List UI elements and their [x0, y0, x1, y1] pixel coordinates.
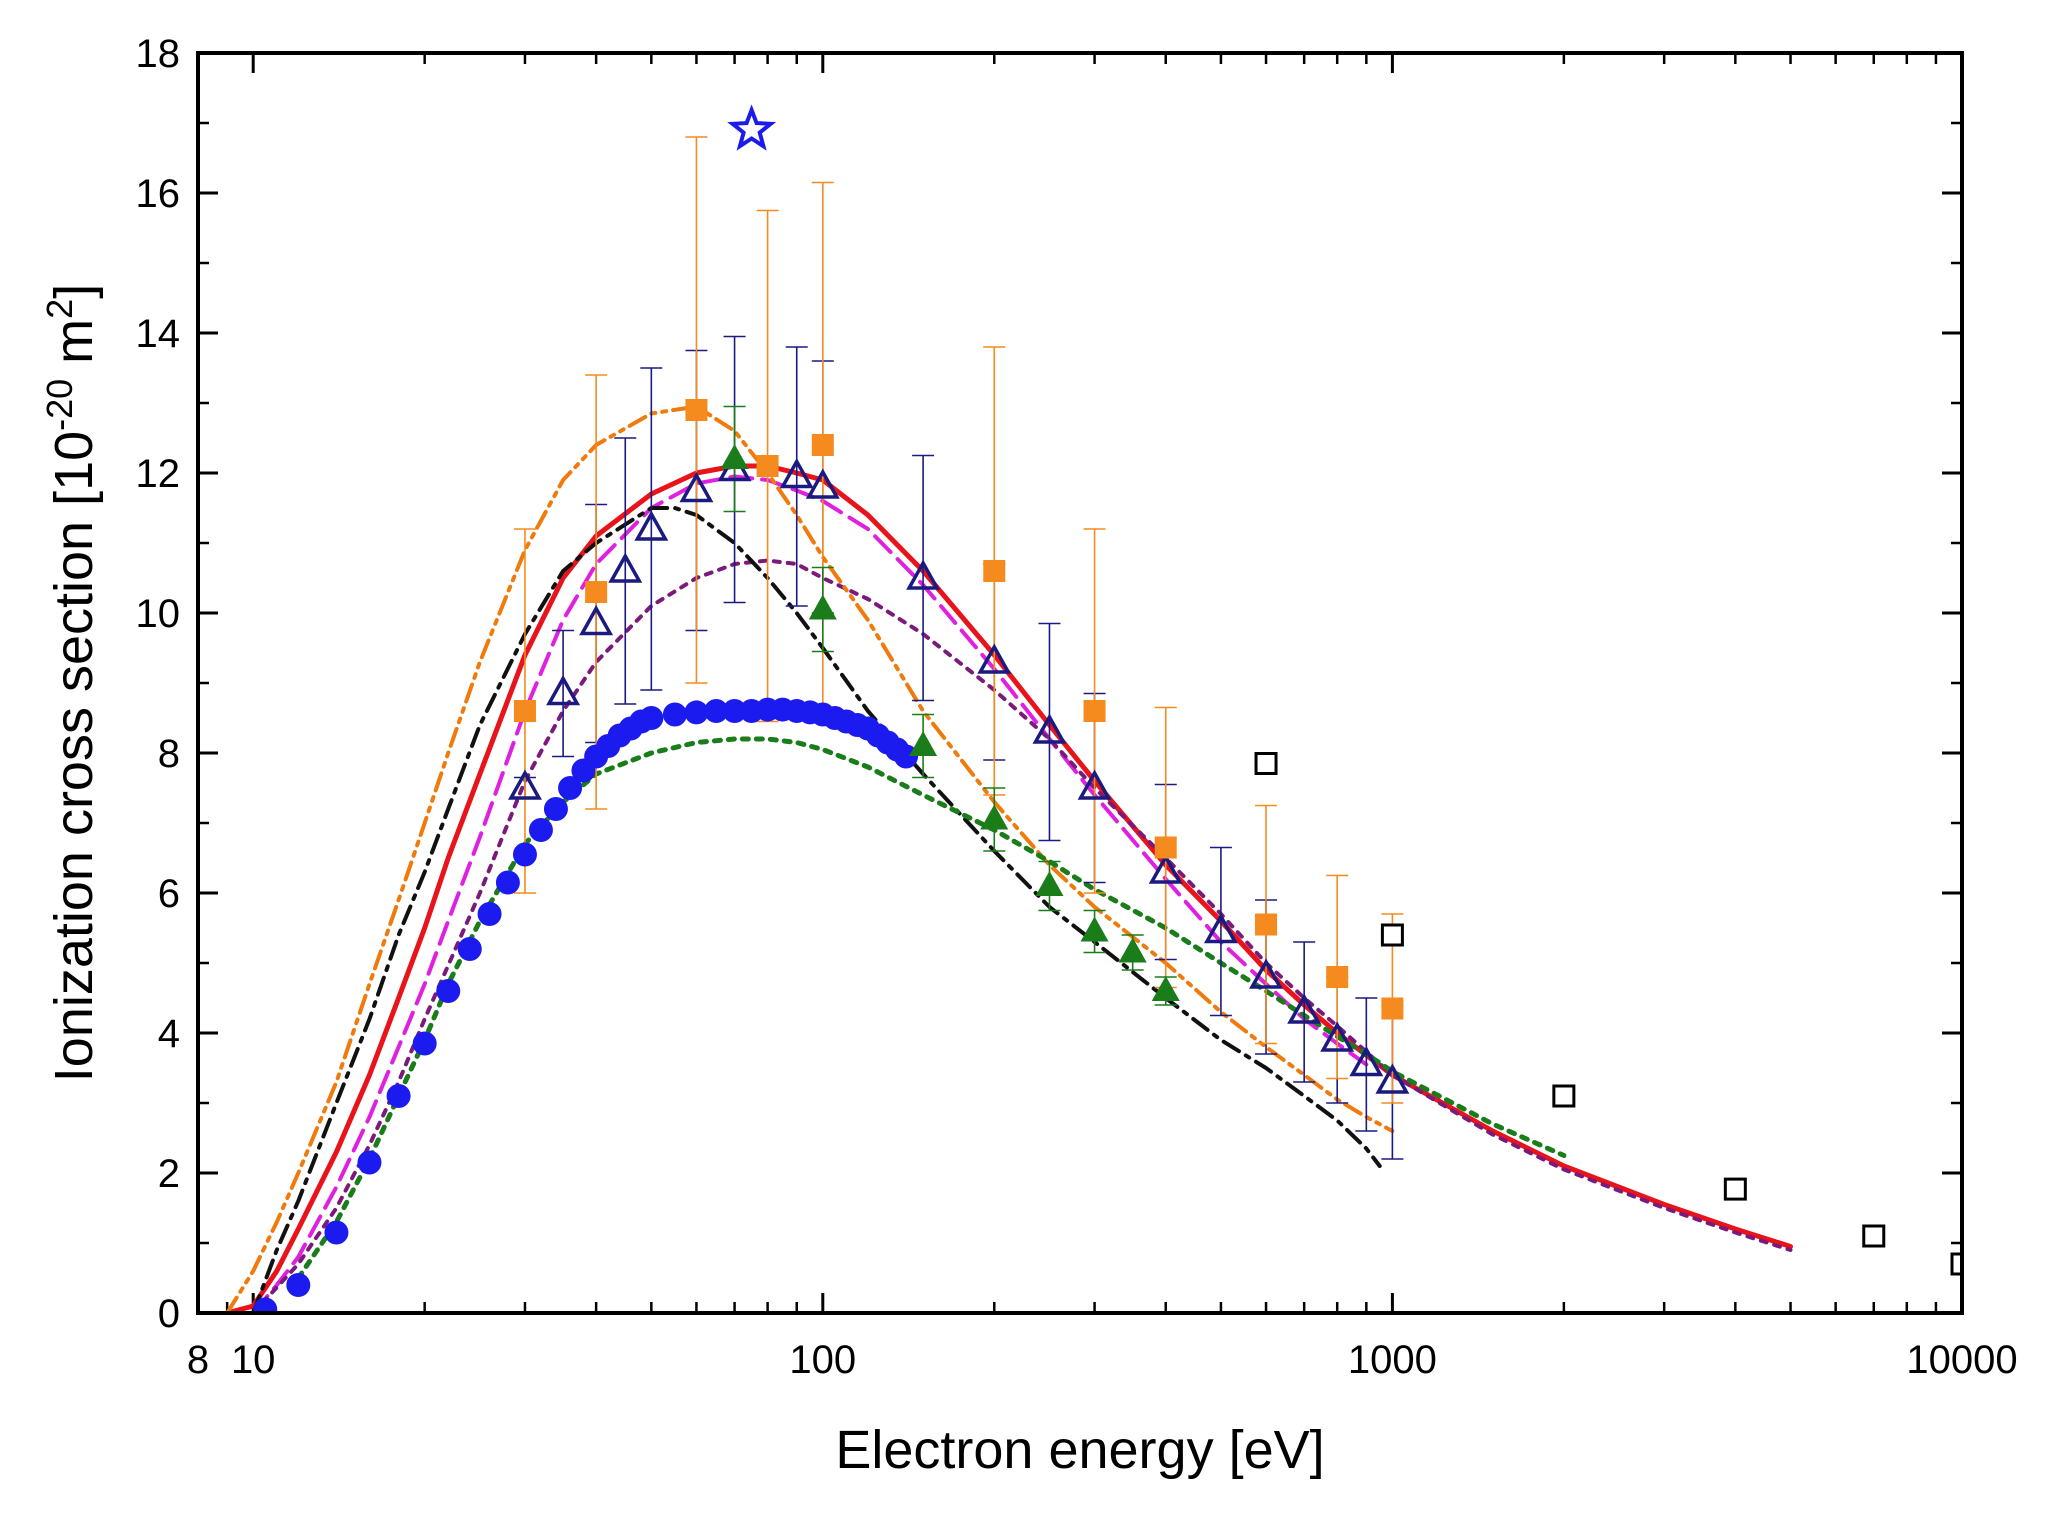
data-point: [1203, 912, 1238, 944]
data-point: [634, 510, 669, 541]
data-point: [639, 706, 664, 730]
data-point: [722, 699, 747, 723]
data-point: [495, 870, 520, 895]
x-tick-label: 10000: [1906, 1338, 2017, 1382]
data-point: [286, 1273, 311, 1297]
data-point: [386, 1084, 411, 1108]
data-point: [507, 769, 542, 800]
data-point: [1380, 923, 1404, 947]
data-point: [805, 468, 840, 499]
data-point: [1375, 1063, 1410, 1094]
data-point: [662, 702, 687, 727]
data-point: [779, 457, 814, 489]
series-line: [251, 558, 1793, 1313]
data-point: [983, 560, 1006, 582]
y-tick-label: 0: [158, 1292, 180, 1336]
data-point: [1148, 853, 1183, 884]
data-point: [585, 581, 608, 603]
data-point: [1552, 1084, 1576, 1108]
data-point: [685, 399, 708, 421]
data-point: [357, 1150, 382, 1175]
data-point: [808, 594, 837, 620]
data-point: [512, 842, 537, 867]
x-axis-title: Electron energy [eV]: [835, 1420, 1324, 1480]
data-point: [1862, 1224, 1886, 1248]
data-point: [528, 818, 553, 842]
data-point: [436, 979, 461, 1003]
y-tick-label: 10: [136, 592, 181, 636]
data-point: [1080, 916, 1109, 942]
data-point: [980, 804, 1009, 830]
y-tick-label: 6: [158, 872, 180, 916]
data-point: [1249, 958, 1284, 989]
data-point: [727, 104, 777, 151]
axes: 8 10 100 1000 10000 0 2 4 6 8 10 12 14 16 18: [136, 32, 2018, 1382]
x-tick-label: 1000: [1348, 1338, 1437, 1382]
y-axis-title: Ionization cross section [10-20 m2]: [39, 284, 104, 1082]
data-point: [513, 700, 536, 722]
data-point: [1255, 913, 1278, 936]
data-point: [1349, 1045, 1384, 1077]
data-point: [1032, 713, 1067, 744]
y-tick-label: 18: [136, 32, 181, 76]
x-tick-label: 100: [789, 1338, 856, 1382]
series-line: [224, 463, 1793, 1313]
y-tick-label: 16: [136, 172, 181, 216]
data-point: [684, 700, 709, 725]
data-point: [457, 937, 482, 961]
data-point: [412, 1031, 437, 1056]
plot-area: [224, 104, 1962, 1313]
y-tick-label: 14: [136, 312, 181, 356]
data-point: [1723, 1177, 1747, 1201]
data-point: [894, 744, 919, 769]
data-point: [1254, 752, 1278, 775]
data-point: [324, 1220, 349, 1245]
data-point: [909, 731, 938, 756]
data-point: [1077, 769, 1112, 800]
data-point: [477, 902, 502, 926]
y-tick-label: 4: [158, 1012, 180, 1056]
series-line: [225, 404, 1395, 1313]
data-point: [1154, 836, 1177, 859]
data-point: [1326, 966, 1349, 988]
data-point: [1320, 1021, 1355, 1052]
data-point: [1151, 976, 1180, 1001]
data-point: [608, 552, 643, 583]
data-point: [1035, 871, 1064, 896]
data-point: [253, 1297, 278, 1313]
data-point: [679, 471, 714, 503]
data-point: [1287, 993, 1322, 1024]
y-tick-label: 2: [158, 1152, 180, 1196]
data-point: [756, 455, 779, 477]
data-point: [1381, 997, 1404, 1020]
data-point: [579, 604, 614, 636]
data-point: [720, 444, 749, 469]
x-tick-label: 10: [231, 1338, 276, 1382]
data-point: [1118, 937, 1147, 963]
data-point: [543, 797, 568, 821]
data-point: [906, 559, 941, 590]
y-tick-label: 8: [158, 732, 180, 776]
data-point: [704, 699, 729, 723]
data-point: [546, 674, 581, 706]
data-point: [1083, 700, 1106, 722]
data-point: [811, 434, 834, 456]
x-tick-label: 8: [187, 1338, 209, 1382]
data-point: [558, 776, 583, 800]
data-point: [1950, 1252, 1962, 1276]
data-point: [977, 643, 1012, 674]
y-tick-label: 12: [136, 452, 181, 496]
plot-frame: [196, 51, 1964, 1315]
